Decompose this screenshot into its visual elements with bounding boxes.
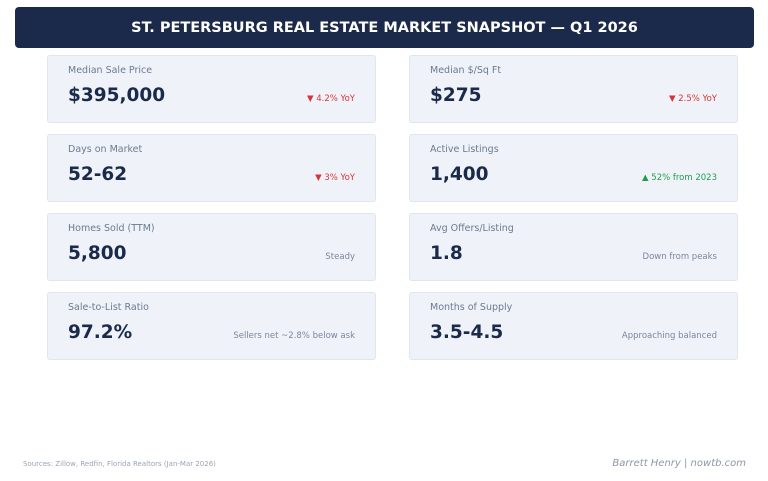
metric-label: Sale-to-List Ratio (68, 302, 149, 313)
metric-change: Down from peaks (642, 252, 717, 262)
metric-value: 3.5-4.5 (430, 322, 504, 343)
metric-label: Median $/Sq Ft (430, 65, 502, 76)
metric-card: Median $/Sq Ft $275 ▼ 2.5% YoY (409, 55, 738, 123)
metric-label: Median Sale Price (68, 65, 153, 76)
metric-change: ▼ 4.2% YoY (307, 94, 355, 104)
metric-value: 1,400 (430, 164, 489, 185)
metric-value: $395,000 (68, 85, 166, 106)
metric-card: Sale-to-List Ratio 97.2% Sellers net ~2.… (47, 292, 376, 360)
metric-label: Active Listings (430, 144, 499, 155)
brand-credit: Barrett Henry | nowtb.com (612, 458, 746, 469)
metric-value: 97.2% (68, 322, 133, 343)
metric-value: $275 (430, 85, 482, 106)
metric-change: ▼ 2.5% YoY (669, 94, 717, 104)
metric-value: 52-62 (68, 164, 128, 185)
metric-label: Days on Market (68, 144, 143, 155)
metric-change: ▼ 3% YoY (315, 173, 355, 183)
metric-value: 5,800 (68, 243, 127, 264)
metric-card: Avg Offers/Listing 1.8 Down from peaks (409, 213, 738, 281)
sources-note: Sources: Zillow, Redfin, Florida Realtor… (23, 460, 216, 468)
metric-card: Active Listings 1,400 ▲ 52% from 2023 (409, 134, 738, 202)
metric-card: Median Sale Price $395,000 ▼ 4.2% YoY (47, 55, 376, 123)
metric-card: Days on Market 52-62 ▼ 3% YoY (47, 134, 376, 202)
metric-value: 1.8 (430, 243, 463, 264)
metric-label: Avg Offers/Listing (430, 223, 514, 234)
metric-change: Sellers net ~2.8% below ask (233, 331, 355, 341)
metric-label: Homes Sold (TTM) (68, 223, 155, 234)
metric-card: Months of Supply 3.5-4.5 Approaching bal… (409, 292, 738, 360)
page-title: ST. PETERSBURG REAL ESTATE MARKET SNAPSH… (15, 7, 754, 48)
metric-change: ▲ 52% from 2023 (642, 173, 717, 183)
metric-change: Steady (325, 252, 355, 262)
metric-card: Homes Sold (TTM) 5,800 Steady (47, 213, 376, 281)
metric-change: Approaching balanced (621, 331, 717, 341)
metric-label: Months of Supply (430, 302, 513, 313)
